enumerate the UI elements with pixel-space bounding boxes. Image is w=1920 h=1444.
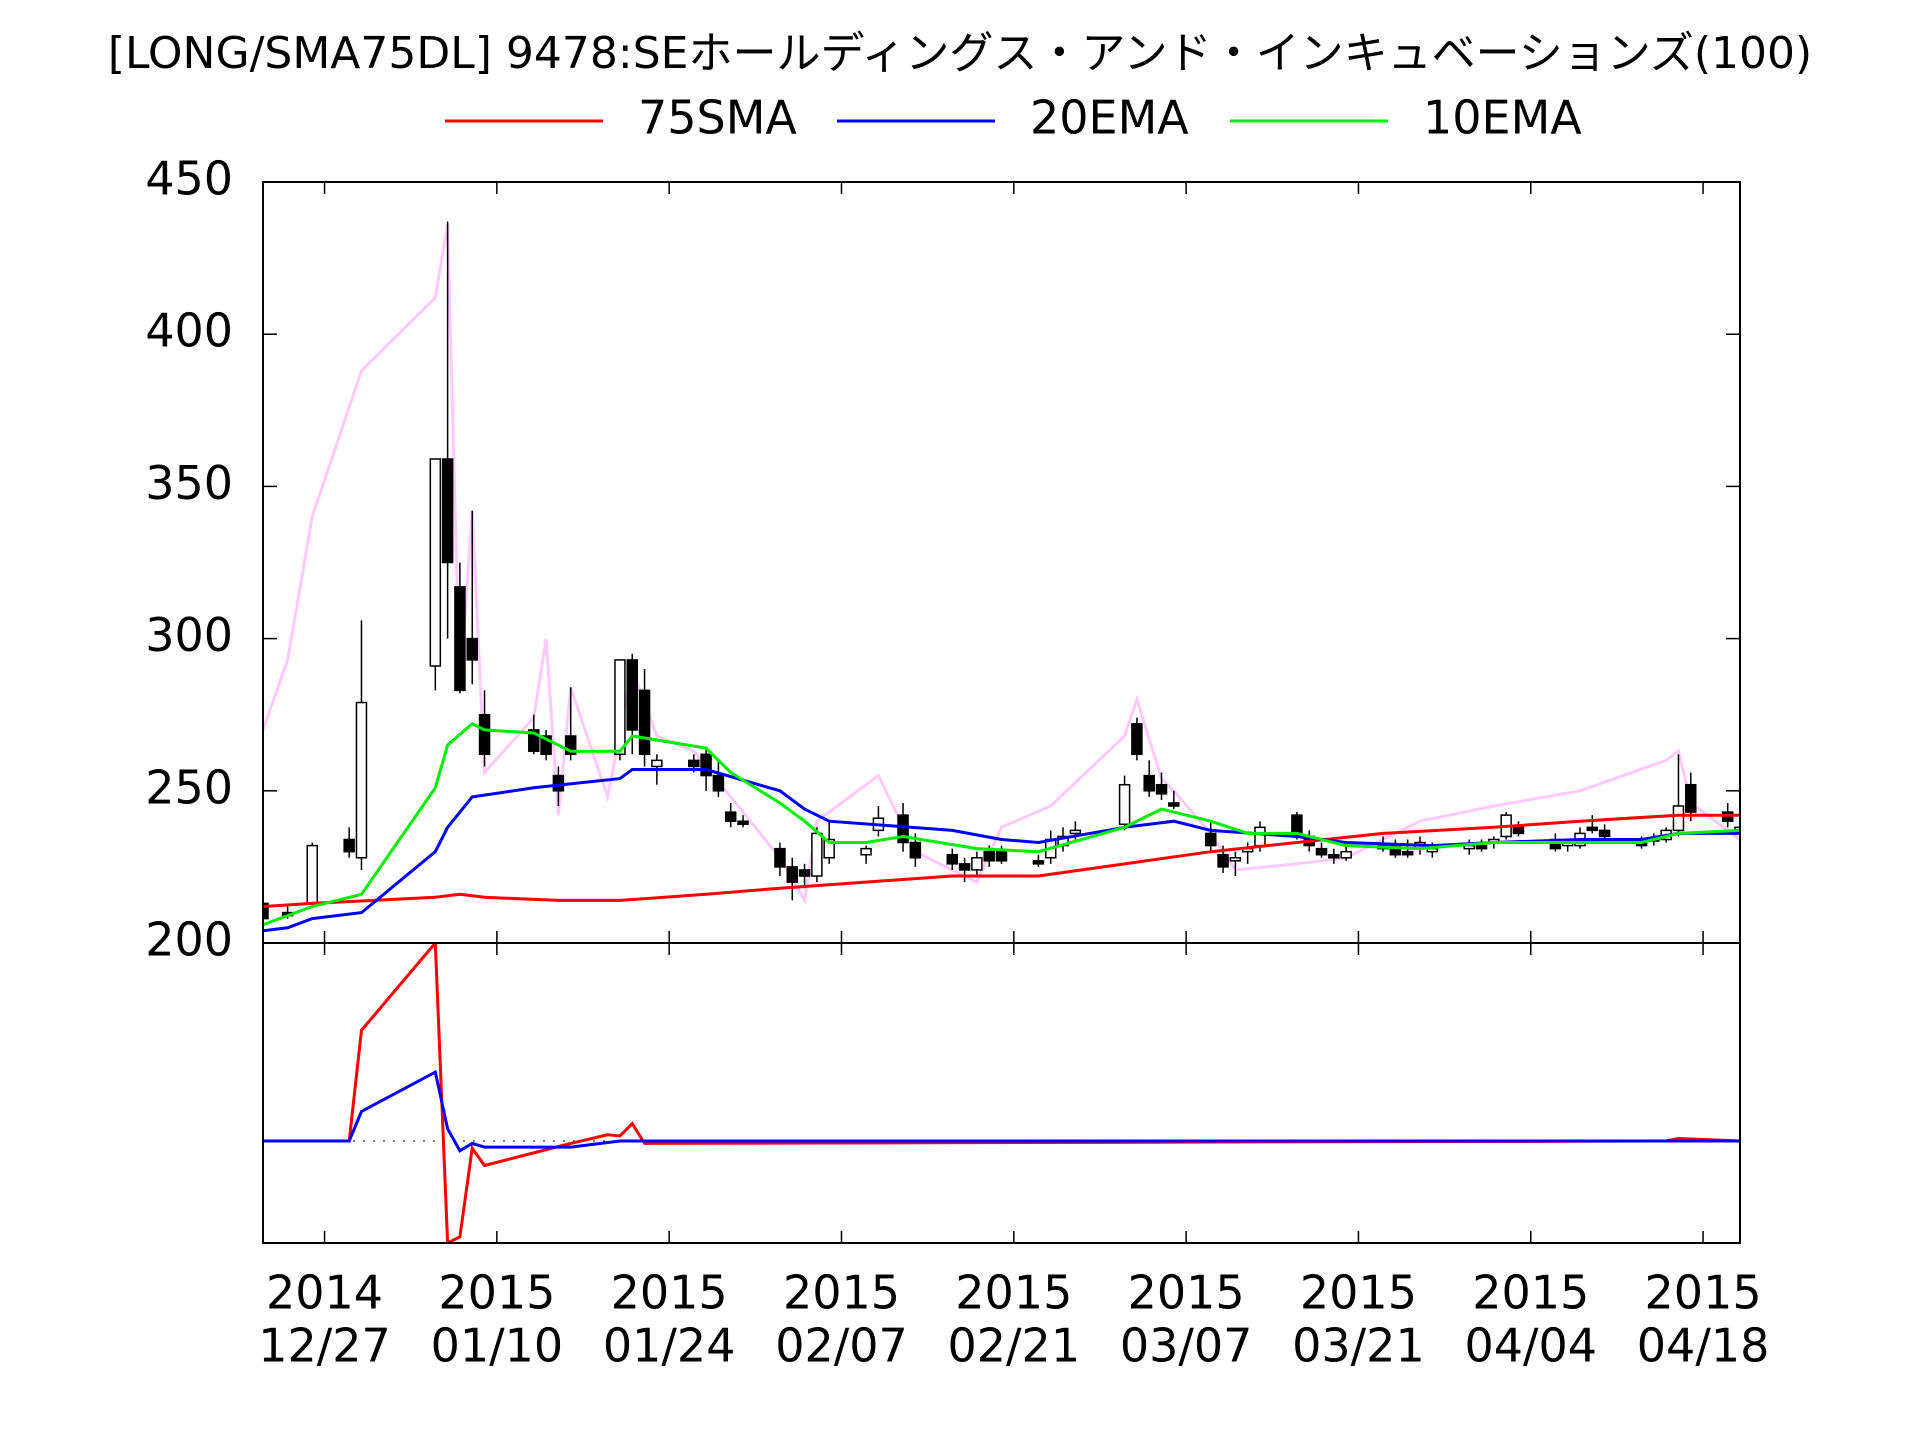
candle-body [786, 866, 799, 883]
x-tick-label: 03/21 [1292, 1319, 1425, 1373]
x-tick-label: 2015 [1645, 1266, 1762, 1320]
chart-title: [LONG/SMA75DL] 9478:SEホールディングス・アンド・インキュベ… [108, 28, 1812, 79]
candle-body [614, 659, 626, 756]
x-tick-label: 2014 [266, 1266, 383, 1320]
x-tick-label: 2015 [1300, 1266, 1417, 1320]
x-tick-label: 04/04 [1464, 1319, 1597, 1373]
line [263, 224, 1740, 905]
line [263, 1069, 1740, 1153]
candle-body [724, 811, 737, 822]
y-tick-label: 300 [145, 608, 233, 662]
candle-body [909, 841, 922, 859]
candle-body [897, 814, 909, 844]
x-tick-label: 2015 [783, 1266, 900, 1320]
candle-body [737, 820, 749, 826]
candle-body [1143, 774, 1155, 792]
y-tick-label: 400 [145, 304, 233, 358]
candle-body [712, 774, 725, 792]
candle-body [823, 838, 835, 859]
x-tick-label: 01/10 [431, 1319, 564, 1373]
plot-frame [262, 942, 1741, 1244]
candle-body [995, 850, 1008, 862]
candle-body [1401, 850, 1414, 856]
candle-body [774, 847, 786, 868]
candle-body [454, 586, 466, 692]
candle-body [355, 701, 368, 859]
candle-body [651, 759, 663, 768]
legend-label: 10EMA [1423, 91, 1582, 145]
x-tick-label: 12/27 [258, 1319, 391, 1373]
candle-body [466, 637, 478, 661]
candle-body [540, 735, 552, 756]
candle-body [638, 689, 651, 756]
candle-body [1598, 829, 1611, 838]
candle-body [1168, 802, 1180, 807]
candle-body [564, 735, 577, 756]
candle-body [1512, 826, 1525, 835]
x-tick-label: 2015 [611, 1266, 728, 1320]
x-tick-label: 2015 [1128, 1266, 1245, 1320]
y-tick-label: 350 [145, 456, 233, 510]
candle-body [1217, 853, 1229, 868]
candle-body [1586, 826, 1599, 832]
x-tick-label: 2015 [955, 1266, 1072, 1320]
line [263, 722, 1740, 927]
candle-body [528, 729, 540, 752]
x-tick-label: 02/21 [948, 1319, 1081, 1373]
candle-body [1340, 850, 1352, 859]
candle-body [1155, 783, 1168, 795]
candle-body [983, 850, 995, 862]
candle-body [688, 759, 700, 768]
candle-body [958, 863, 971, 871]
x-tick-label: 02/07 [775, 1319, 908, 1373]
candle-body [1131, 723, 1143, 756]
candle-body [700, 753, 712, 777]
candle-body [429, 458, 442, 667]
legend-label: 20EMA [1030, 91, 1189, 145]
candle-body [946, 853, 959, 865]
candle-body [1672, 805, 1685, 832]
candle-body [1475, 844, 1488, 850]
legend-label: 75SMA [638, 91, 797, 145]
candle-body [971, 857, 983, 871]
candle-body [1229, 857, 1242, 862]
candle-body [860, 847, 872, 856]
candle-body [1291, 814, 1303, 835]
candle-body [798, 869, 811, 877]
candle-body [343, 838, 355, 853]
y-tick-label: 250 [145, 760, 233, 814]
candle-body [1685, 783, 1697, 813]
candle-body [1032, 860, 1045, 865]
candle-body [441, 458, 454, 564]
candle-body [1069, 829, 1082, 835]
candle-body [811, 832, 823, 877]
x-tick-label: 2015 [1472, 1266, 1589, 1320]
candle-body [306, 844, 318, 905]
y-tick-label: 450 [145, 152, 233, 206]
x-tick-label: 2015 [438, 1266, 555, 1320]
y-tick-label: 200 [145, 913, 233, 967]
candle-body [1254, 826, 1266, 847]
candle-body [552, 774, 565, 792]
line [263, 813, 1740, 908]
candle-body [478, 713, 491, 756]
x-tick-label: 04/18 [1637, 1319, 1770, 1373]
candle-body [1118, 783, 1131, 826]
candle-body [1328, 853, 1340, 859]
x-tick-label: 03/07 [1120, 1319, 1253, 1373]
line [263, 943, 1740, 1243]
candle-body [263, 902, 269, 920]
x-tick-label: 01/24 [603, 1319, 736, 1373]
candle-body [626, 659, 638, 731]
candle-body [1315, 847, 1328, 856]
candle-body [1204, 832, 1217, 847]
